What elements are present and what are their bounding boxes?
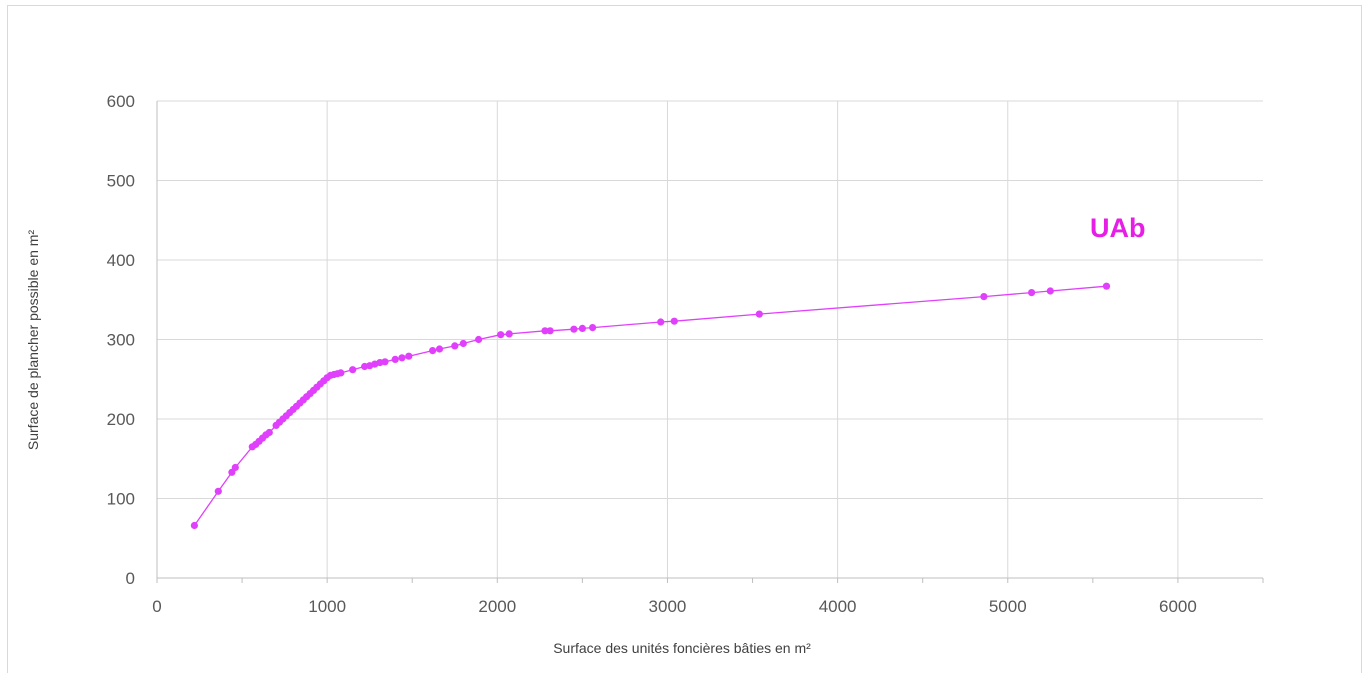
x-tick-labels: 0 1000 2000 3000 4000 5000 6000 [152, 597, 1197, 616]
data-point [349, 366, 357, 374]
series-line [193, 285, 1107, 526]
data-point [459, 339, 467, 348]
data-point [475, 335, 483, 344]
x-tick-label: 2000 [478, 597, 516, 616]
data-point [435, 345, 444, 353]
data-point [231, 463, 239, 472]
data-point [505, 330, 513, 338]
data-point [589, 324, 597, 332]
data-point [381, 358, 389, 366]
y-tick-label: 200 [107, 410, 135, 429]
axes [156, 101, 1264, 583]
data-point [429, 347, 437, 355]
data-point [1046, 287, 1054, 295]
data-point [541, 327, 549, 335]
series [190, 282, 1111, 530]
data-point [265, 428, 273, 437]
x-tick-label: 1000 [308, 597, 346, 616]
data-point [190, 521, 198, 530]
data-point [578, 324, 587, 332]
x-tick-label: 3000 [649, 597, 687, 616]
data-point [1102, 282, 1111, 290]
y-tick-label: 0 [126, 569, 135, 588]
y-tick-labels: 0 100 200 300 400 500 600 [107, 92, 135, 588]
data-point [570, 325, 578, 333]
gridlines [157, 100, 1263, 578]
data-point [214, 487, 222, 495]
y-tick-label: 500 [107, 172, 135, 191]
y-tick-label: 100 [107, 490, 135, 509]
x-axis-title: Surface des unités foncières bâties en m… [553, 640, 811, 656]
x-tick-label: 5000 [989, 597, 1027, 616]
data-point [405, 352, 413, 360]
y-tick-label: 600 [107, 92, 135, 111]
data-point [670, 317, 678, 325]
data-point [1028, 289, 1036, 297]
x-tick-label: 4000 [819, 597, 857, 616]
data-point [657, 318, 665, 326]
y-tick-label: 400 [107, 251, 135, 270]
x-tick-label: 6000 [1159, 597, 1197, 616]
data-point [497, 331, 505, 339]
y-tick-label: 300 [107, 331, 135, 350]
data-point [337, 369, 345, 377]
data-point [546, 327, 554, 335]
data-point [391, 355, 399, 363]
data-point [755, 310, 763, 318]
x-tick-label: 0 [152, 597, 161, 616]
series-annotation-label: UAb [1090, 213, 1146, 243]
y-axis-title: Surface de plancher possible en m² [25, 230, 41, 451]
data-point [398, 354, 406, 362]
data-point [451, 342, 459, 350]
data-point [980, 293, 988, 301]
